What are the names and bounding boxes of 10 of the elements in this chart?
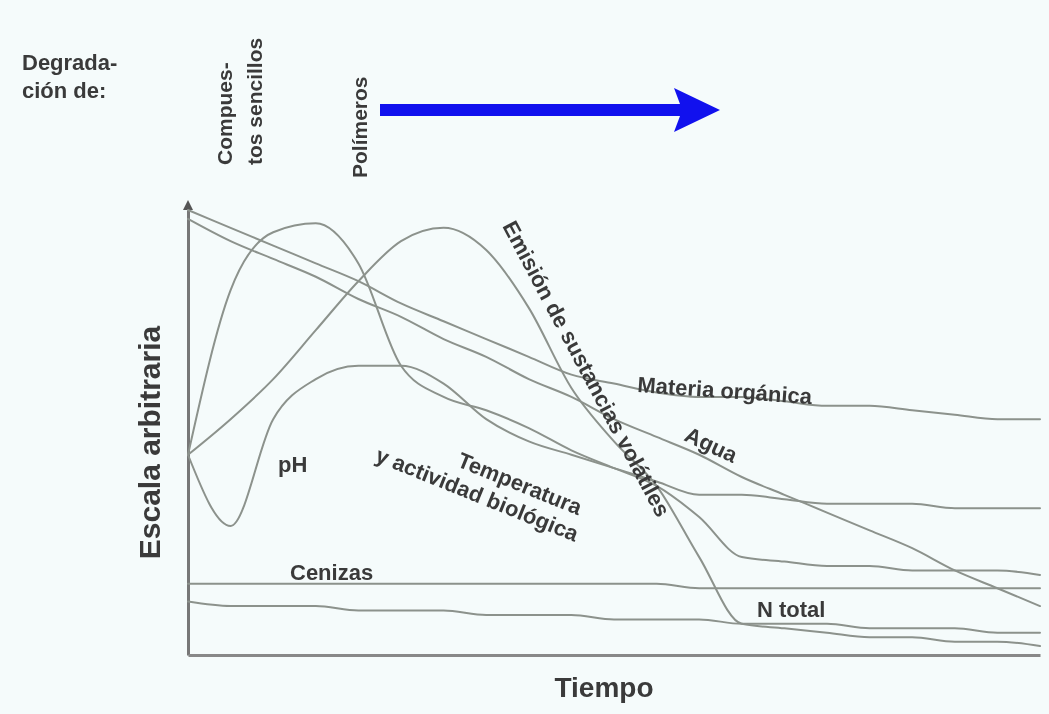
series-label: N total — [757, 597, 826, 622]
series-label: pH — [278, 452, 308, 477]
x-axis-title: Tiempo — [554, 672, 654, 703]
y-axis-title: Escala arbitraria — [133, 325, 166, 560]
text: Compues- tos sencillos — [213, 37, 266, 165]
text: Polímeros — [348, 76, 371, 178]
text: Degrada- ción de: — [22, 50, 118, 103]
series-label: Materia orgánica — [636, 372, 814, 410]
series-label: Cenizas — [290, 560, 374, 585]
text: Agua — [680, 421, 742, 469]
